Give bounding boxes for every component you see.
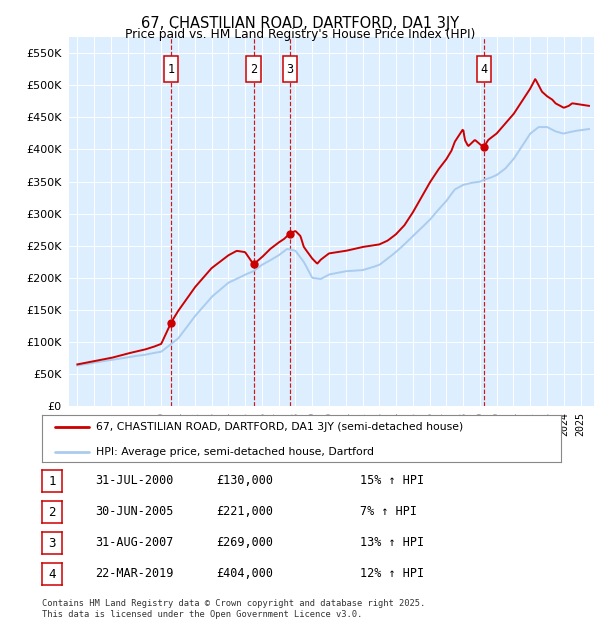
Text: £269,000: £269,000	[216, 536, 273, 549]
Text: 13% ↑ HPI: 13% ↑ HPI	[360, 536, 424, 549]
FancyBboxPatch shape	[247, 56, 260, 82]
FancyBboxPatch shape	[164, 56, 178, 82]
Text: 31-AUG-2007: 31-AUG-2007	[95, 536, 173, 549]
Text: HPI: Average price, semi-detached house, Dartford: HPI: Average price, semi-detached house,…	[97, 446, 374, 456]
Text: 1: 1	[167, 63, 175, 76]
Text: Price paid vs. HM Land Registry's House Price Index (HPI): Price paid vs. HM Land Registry's House …	[125, 28, 475, 41]
Text: 31-JUL-2000: 31-JUL-2000	[95, 474, 173, 487]
Text: 67, CHASTILIAN ROAD, DARTFORD, DA1 3JY: 67, CHASTILIAN ROAD, DARTFORD, DA1 3JY	[141, 16, 459, 31]
Text: 12% ↑ HPI: 12% ↑ HPI	[360, 567, 424, 580]
Text: 4: 4	[480, 63, 487, 76]
Text: £130,000: £130,000	[216, 474, 273, 487]
Text: £404,000: £404,000	[216, 567, 273, 580]
FancyBboxPatch shape	[283, 56, 297, 82]
Text: 15% ↑ HPI: 15% ↑ HPI	[360, 474, 424, 487]
Text: 3: 3	[286, 63, 293, 76]
FancyBboxPatch shape	[477, 56, 491, 82]
Text: 22-MAR-2019: 22-MAR-2019	[95, 567, 173, 580]
Text: 2: 2	[250, 63, 257, 76]
Text: 4: 4	[49, 568, 56, 580]
Text: 1: 1	[49, 475, 56, 487]
Text: 67, CHASTILIAN ROAD, DARTFORD, DA1 3JY (semi-detached house): 67, CHASTILIAN ROAD, DARTFORD, DA1 3JY (…	[97, 422, 464, 432]
Text: 2: 2	[49, 506, 56, 518]
Text: £221,000: £221,000	[216, 505, 273, 518]
Text: 7% ↑ HPI: 7% ↑ HPI	[360, 505, 417, 518]
Text: 3: 3	[49, 537, 56, 549]
Text: Contains HM Land Registry data © Crown copyright and database right 2025.
This d: Contains HM Land Registry data © Crown c…	[42, 600, 425, 619]
Text: 30-JUN-2005: 30-JUN-2005	[95, 505, 173, 518]
